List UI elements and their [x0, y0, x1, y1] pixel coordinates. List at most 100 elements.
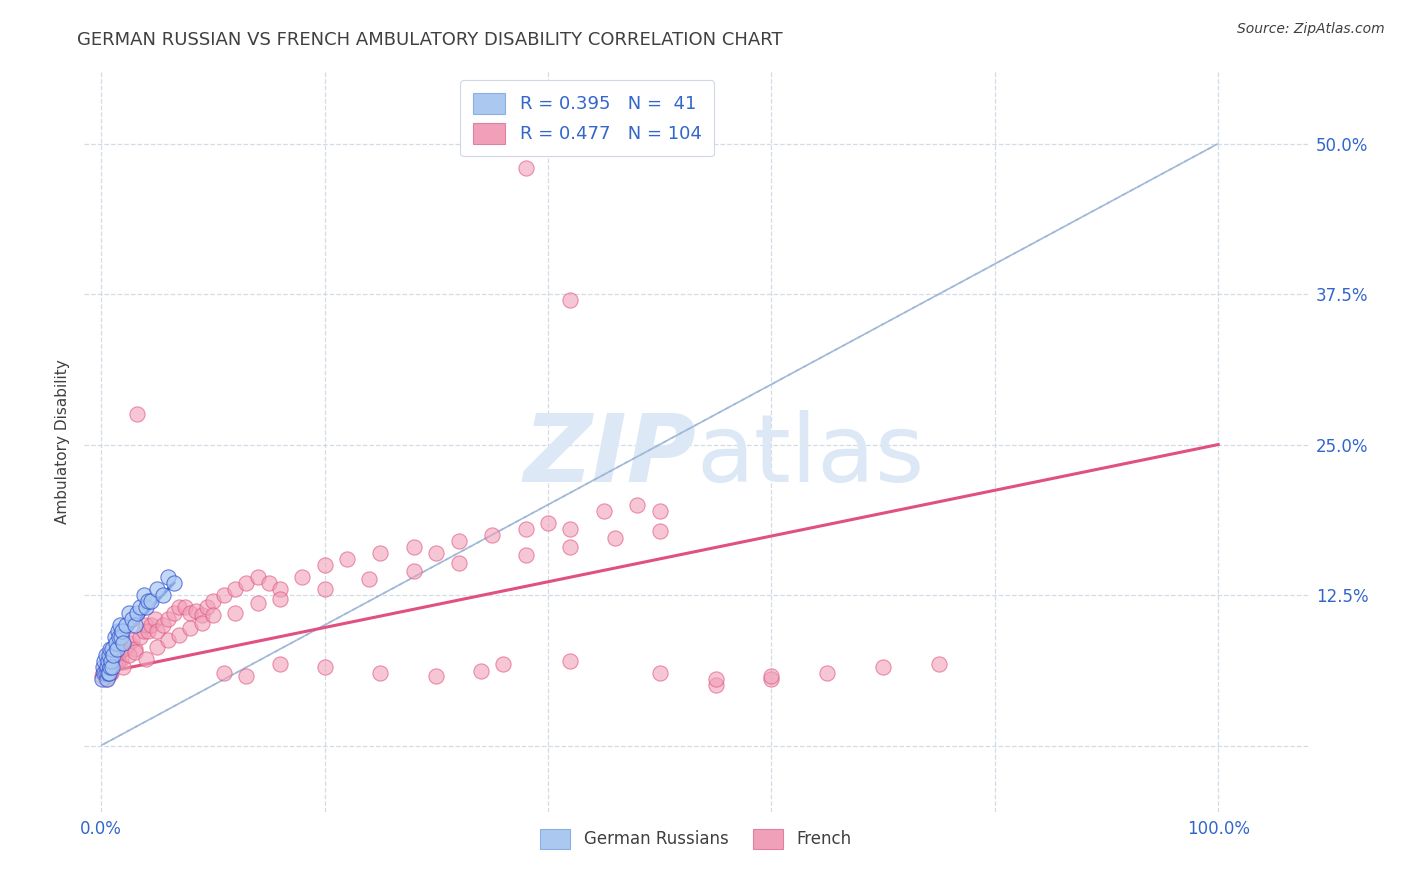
Point	[169, 628, 191, 642]
Point	[93, 660, 115, 674]
Point	[118, 636, 141, 650]
Point	[97, 668, 120, 682]
Point	[815, 666, 838, 681]
Point	[402, 564, 425, 578]
Point	[370, 546, 392, 560]
Point	[603, 532, 626, 546]
Point	[112, 636, 135, 650]
Point	[157, 612, 180, 626]
Point	[112, 660, 135, 674]
Point	[269, 657, 291, 671]
Point	[96, 657, 118, 671]
Point	[761, 673, 783, 687]
Point	[195, 600, 218, 615]
Point	[269, 591, 291, 606]
Point	[125, 408, 148, 422]
Point	[93, 666, 115, 681]
Point	[184, 604, 207, 618]
Point	[592, 504, 614, 518]
Point	[97, 654, 120, 668]
Point	[93, 664, 115, 678]
Y-axis label: Ambulatory Disability: Ambulatory Disability	[55, 359, 70, 524]
Point	[190, 615, 212, 630]
Point	[114, 640, 136, 654]
Point	[94, 666, 117, 681]
Point	[359, 573, 381, 587]
Point	[114, 618, 136, 632]
Point	[314, 582, 336, 596]
Point	[269, 582, 291, 596]
Point	[928, 657, 950, 671]
Point	[103, 630, 125, 644]
Point	[101, 642, 124, 657]
Point	[103, 657, 125, 671]
Point	[201, 608, 224, 623]
Point	[152, 588, 174, 602]
Point	[100, 654, 122, 668]
Point	[224, 606, 246, 620]
Point	[291, 570, 314, 584]
Point	[257, 576, 280, 591]
Point	[104, 652, 127, 666]
Point	[107, 654, 129, 668]
Point	[98, 642, 121, 657]
Point	[98, 660, 121, 674]
Point	[515, 161, 537, 175]
Point	[135, 618, 157, 632]
Point	[246, 597, 269, 611]
Point	[560, 522, 582, 536]
Point	[648, 524, 671, 539]
Point	[118, 648, 141, 663]
Point	[97, 648, 120, 663]
Point	[515, 522, 537, 536]
Point	[174, 600, 197, 615]
Point	[124, 645, 146, 659]
Point	[470, 664, 492, 678]
Point	[425, 546, 447, 560]
Point	[179, 606, 201, 620]
Point	[163, 576, 186, 591]
Point	[704, 678, 727, 692]
Point	[626, 498, 648, 512]
Point	[235, 668, 257, 682]
Point	[560, 654, 582, 668]
Point	[447, 556, 470, 570]
Point	[136, 624, 159, 639]
Point	[235, 576, 257, 591]
Point	[124, 642, 146, 657]
Point	[108, 630, 131, 644]
Point	[370, 666, 392, 681]
Point	[314, 558, 336, 572]
Point	[111, 624, 134, 639]
Point	[132, 624, 155, 639]
Point	[121, 632, 143, 647]
Point	[648, 666, 671, 681]
Point	[560, 540, 582, 554]
Legend: German Russians, French: German Russians, French	[533, 822, 859, 855]
Point	[129, 600, 152, 615]
Point	[98, 666, 121, 681]
Point	[157, 632, 180, 647]
Point	[190, 608, 212, 623]
Point	[146, 624, 169, 639]
Point	[94, 673, 117, 687]
Point	[101, 660, 124, 674]
Point	[447, 533, 470, 548]
Point	[125, 606, 148, 620]
Point	[135, 600, 157, 615]
Point	[425, 668, 447, 682]
Point	[402, 540, 425, 554]
Point	[97, 654, 120, 668]
Point	[104, 636, 127, 650]
Point	[201, 594, 224, 608]
Point	[91, 673, 114, 687]
Point	[96, 673, 118, 687]
Text: ZIP: ZIP	[523, 410, 696, 502]
Point	[93, 666, 115, 681]
Point	[648, 504, 671, 518]
Point	[96, 660, 118, 674]
Point	[157, 570, 180, 584]
Point	[112, 642, 135, 657]
Point	[224, 582, 246, 596]
Point	[336, 552, 359, 566]
